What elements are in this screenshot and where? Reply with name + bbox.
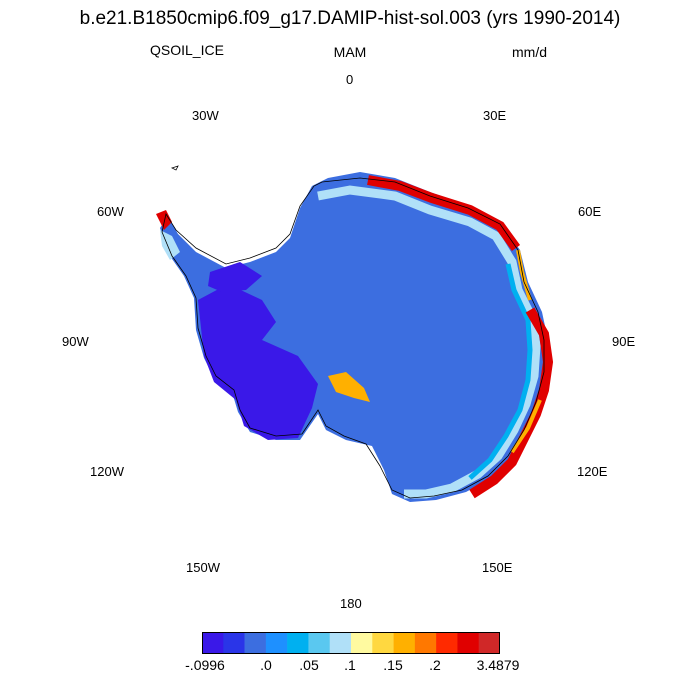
lon-label-90w: 90W xyxy=(62,334,89,349)
colorbar-swatch xyxy=(478,632,500,654)
colorbar-swatch xyxy=(393,632,416,654)
lon-label-150e: 150E xyxy=(482,560,513,575)
colorbar-tick-label: .1 xyxy=(344,657,356,673)
peninsula-tip-warm xyxy=(156,210,172,230)
lon-label-60w: 60W xyxy=(97,204,124,219)
colorbar-tick-label: .2 xyxy=(429,657,441,673)
colorbar-swatch xyxy=(372,632,394,654)
ross-ice-shelf-warm xyxy=(328,372,370,402)
colorbar-swatch xyxy=(329,632,352,654)
lon-label-90e: 90E xyxy=(612,334,636,349)
peninsula-light xyxy=(160,230,180,260)
colorbar xyxy=(202,632,500,654)
colorbar-tick-label: 3.4879 xyxy=(476,657,520,673)
colorbar-swatch xyxy=(244,632,267,654)
variable-name: QSOIL_ICE xyxy=(150,42,224,58)
peninsula-low xyxy=(208,262,262,292)
lon-label-120e: 120E xyxy=(577,464,608,479)
colorbar-swatch xyxy=(414,632,437,654)
lon-label-60e: 60E xyxy=(578,204,602,219)
colorbar-swatch xyxy=(351,632,373,654)
small-island xyxy=(170,165,179,171)
coast-rim-warm-northeast xyxy=(367,175,521,251)
coastline xyxy=(161,177,545,499)
lon-label-0: 0 xyxy=(346,72,354,87)
colorbar-swatch xyxy=(308,632,331,654)
season-label: MAM xyxy=(333,44,367,60)
colorbar-swatch xyxy=(265,632,288,654)
colorbar-swatch xyxy=(202,632,224,654)
lon-label-120w: 120W xyxy=(90,464,124,479)
colorbar-swatch xyxy=(457,632,480,654)
west-antarctica-low xyxy=(198,284,318,440)
lon-label-150w: 150W xyxy=(186,560,220,575)
lon-label-30e: 30E xyxy=(483,108,507,123)
units-label: mm/d xyxy=(512,44,547,60)
colorbar-tick-label: -.0996 xyxy=(185,657,225,673)
plot-title: b.e21.B1850cmip6.f09_g17.DAMIP-hist-sol.… xyxy=(79,8,621,29)
colorbar-swatch xyxy=(436,632,458,654)
colorbar-tick-label: .0 xyxy=(260,657,272,673)
lon-label-180: 180 xyxy=(340,596,362,611)
colorbar-tick-label: .05 xyxy=(299,657,319,673)
colorbar-swatch xyxy=(287,632,309,654)
colorbar-border xyxy=(202,632,500,654)
colorbar-swatch xyxy=(223,632,245,654)
lon-label-30w: 30W xyxy=(192,108,219,123)
coast-band-cyan-east xyxy=(468,263,533,480)
colorbar-tick-label: .15 xyxy=(383,657,403,673)
